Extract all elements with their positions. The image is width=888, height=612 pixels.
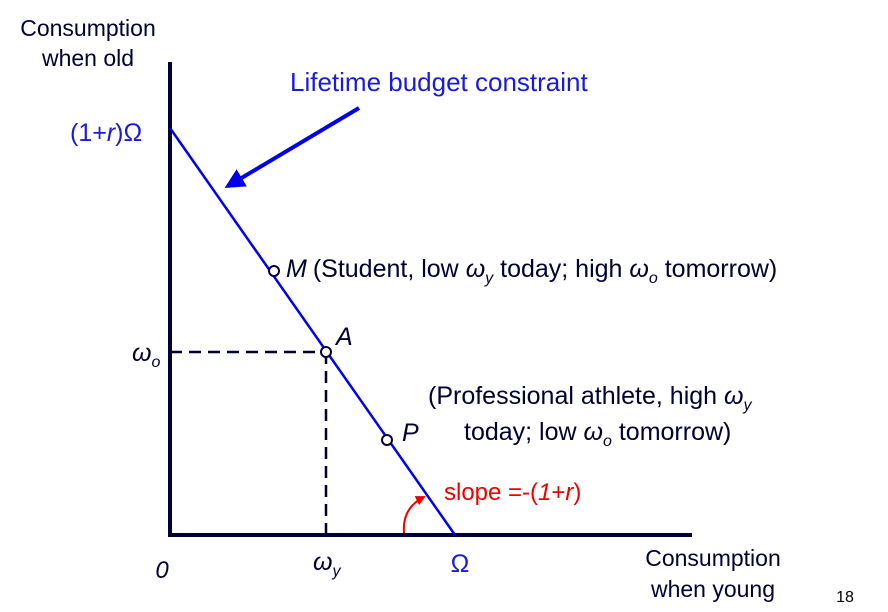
point-a-marker [320,346,332,358]
y-intercept-label: (1+r)Ω [70,119,142,147]
omega-y-label: ωy [313,548,341,580]
origin-label: 0 [155,557,169,584]
slope-label: slope =-(1+r) [444,479,581,506]
x-axis-label-line2: when young [650,576,775,602]
point-p-label: P [402,419,419,447]
point-p-marker [381,434,393,446]
point-m-label: M (Student, low ωy today; high ωo tomorro… [286,255,777,287]
y-axis-label-line1: Consumption [20,15,156,41]
title-arrow [224,106,361,189]
page-number: 18 [836,589,854,606]
point-a-label: A [334,323,353,351]
title-label: Lifetime budget constraint [290,67,589,97]
point-m-marker [268,265,280,277]
x-intercept-label: Ω [451,550,470,578]
point-p-description-line1: (Professional athlete, high ωy [428,382,753,414]
x-axis-label-line1: Consumption [645,545,781,571]
omega-o-label: ωo [132,339,160,371]
budget-line [168,127,457,536]
point-p-description-line2: today; low ωo tomorrow) [464,418,731,450]
slope-arc [402,496,426,534]
y-axis-label-line2: when old [41,45,134,71]
